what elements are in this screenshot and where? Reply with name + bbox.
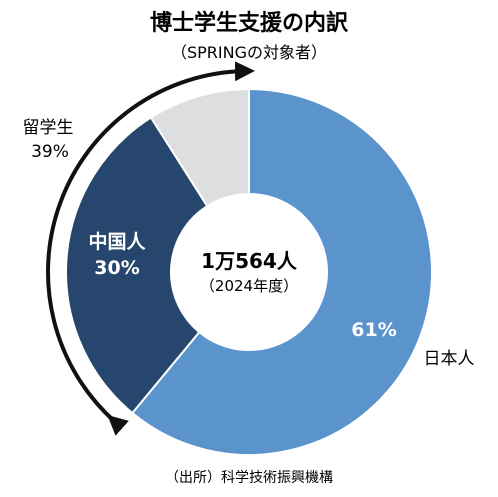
slice-label-china: 中国人 <box>88 230 146 253</box>
chart-title: 博士学生支援の内訳 <box>150 10 349 36</box>
slice-percent-japan: 61% <box>351 319 396 341</box>
slice-label-japan: 日本人 <box>424 349 475 369</box>
center-total: 1万564人 <box>201 249 298 273</box>
source-note: （出所）科学技術振興機構 <box>165 470 333 486</box>
bracket-label: 留学生 <box>23 118 74 138</box>
foreign-students-bracket-arrow <box>46 61 255 436</box>
slice-percent-china: 30% <box>94 257 139 279</box>
chart-subtitle: （SPRINGの対象者） <box>171 43 327 62</box>
center-note: （2024年度） <box>200 277 298 295</box>
bracket-percent: 39% <box>31 142 69 162</box>
